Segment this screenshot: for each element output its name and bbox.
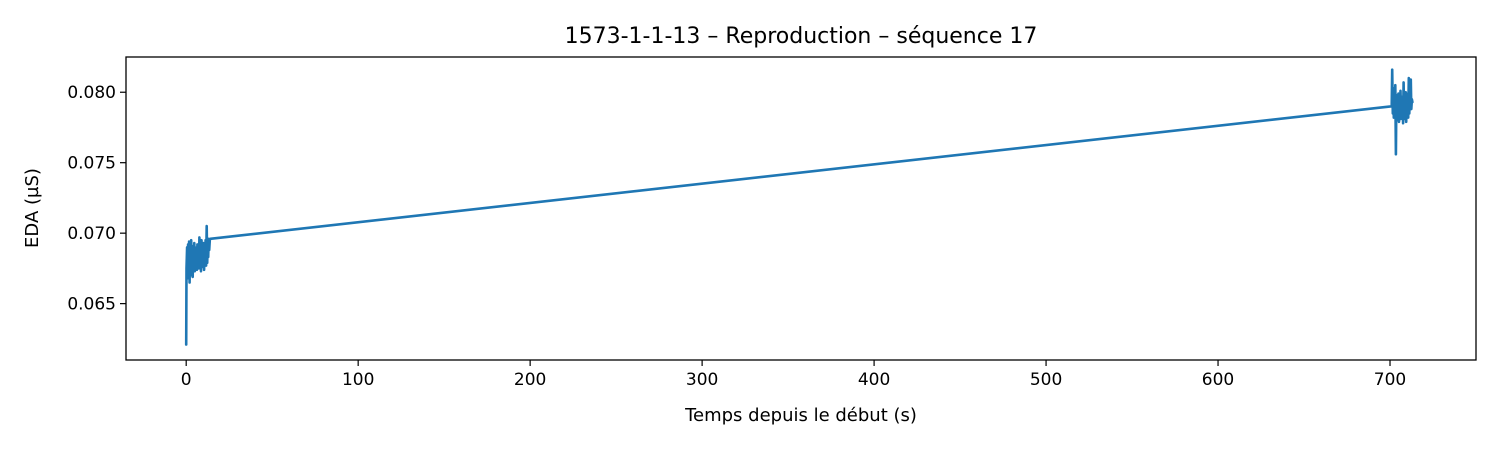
x-axis-ticks: 0 100 200 300 400 500 600 700	[181, 360, 1406, 390]
x-tick-label: 700	[1374, 370, 1406, 390]
x-tick-label: 400	[858, 370, 890, 390]
x-axis-label: Temps depuis le début (s)	[684, 405, 917, 426]
x-tick-label: 200	[514, 370, 546, 390]
x-tick-label: 100	[342, 370, 374, 390]
x-tick-label: 600	[1202, 370, 1234, 390]
y-tick-label: 0.070	[67, 224, 116, 244]
y-tick-label: 0.080	[67, 83, 116, 103]
x-tick-label: 500	[1030, 370, 1062, 390]
chart-title: 1573-1-1-13 – Reproduction – séquence 17	[565, 24, 1038, 49]
plot-area	[184, 68, 1414, 346]
y-tick-label: 0.065	[67, 295, 116, 315]
y-tick-label: 0.075	[67, 154, 116, 174]
x-tick-label: 300	[686, 370, 718, 390]
plot-frame	[125, 56, 1477, 361]
series-line-0	[184, 68, 1414, 346]
y-axis-label: EDA (µS)	[22, 168, 43, 248]
x-tick-label: 0	[181, 370, 192, 390]
y-axis-ticks: 0.065 0.070 0.075 0.080	[67, 83, 126, 315]
